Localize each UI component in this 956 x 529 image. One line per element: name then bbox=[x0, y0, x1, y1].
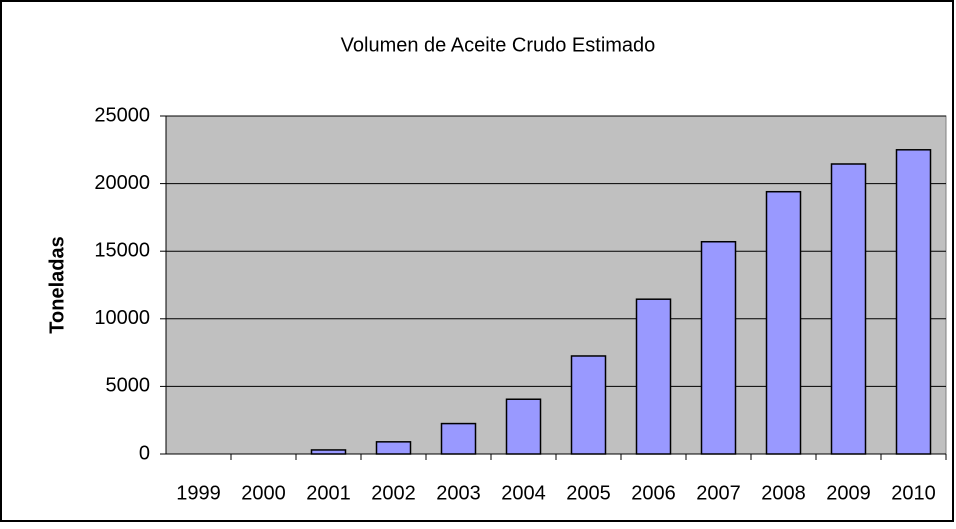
bar bbox=[440, 422, 477, 455]
chart-title: Volumen de Aceite Crudo Estimado bbox=[341, 34, 656, 56]
y-tick-label: 5000 bbox=[106, 375, 151, 397]
x-tick-label: 2002 bbox=[371, 482, 416, 504]
x-tick-label: 2007 bbox=[696, 482, 741, 504]
y-tick-label: 0 bbox=[139, 442, 150, 464]
x-tick-label: 2009 bbox=[826, 482, 871, 504]
bar bbox=[505, 398, 542, 455]
y-tick-label: 20000 bbox=[94, 172, 150, 194]
y-axis-label: Toneladas bbox=[46, 236, 68, 333]
bar bbox=[895, 149, 932, 455]
plot-area bbox=[165, 115, 947, 455]
x-tick-label: 2004 bbox=[501, 482, 546, 504]
x-tick-label: 2008 bbox=[761, 482, 806, 504]
bar bbox=[700, 240, 737, 455]
bar bbox=[570, 355, 607, 455]
bar bbox=[830, 163, 867, 455]
x-tick-label: 2003 bbox=[436, 482, 481, 504]
x-tick-label: 2000 bbox=[241, 482, 286, 504]
bar bbox=[310, 449, 347, 455]
y-tick-label: 15000 bbox=[94, 239, 150, 261]
x-tick-label: 2005 bbox=[566, 482, 611, 504]
bar bbox=[635, 298, 672, 455]
x-tick-label: 2006 bbox=[631, 482, 676, 504]
bar bbox=[765, 190, 802, 455]
y-tick-label: 10000 bbox=[94, 307, 150, 329]
x-tick-label: 2001 bbox=[306, 482, 351, 504]
x-tick-label: 1999 bbox=[176, 482, 221, 504]
x-tick-label: 2010 bbox=[891, 482, 936, 504]
bar bbox=[375, 441, 412, 455]
y-tick-label: 25000 bbox=[94, 104, 150, 126]
